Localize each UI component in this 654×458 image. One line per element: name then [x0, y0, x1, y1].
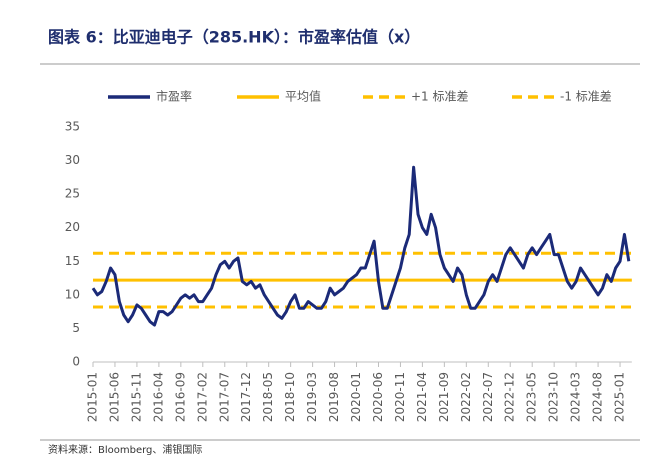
source: 资料来源：Bloomberg、浦银国际: [48, 443, 202, 456]
x-tick-label: 2015-11: [129, 372, 143, 422]
x-tick-label: 2021-04: [415, 372, 429, 422]
x-tick-label: 2022-02: [459, 372, 473, 422]
x-tick-label: 2020-06: [371, 372, 385, 422]
x-tick-label: 2016-09: [173, 372, 187, 422]
x-tick-label: 2017-02: [195, 372, 209, 422]
y-tick-label: 10: [65, 287, 80, 301]
legend-label: 平均值: [285, 89, 321, 104]
x-tick-label: 2015-06: [107, 372, 121, 422]
y-tick-label: 5: [72, 321, 80, 335]
x-tick-label: 2025-01: [613, 372, 627, 422]
x-tick-label: 2023-05: [525, 372, 539, 422]
x-tick-label: 2018-05: [261, 372, 275, 422]
x-tick-label: 2021-09: [437, 372, 451, 422]
x-tick-label: 2020-01: [349, 372, 363, 422]
x-tick-label: 2018-10: [283, 372, 297, 422]
x-tick-label: 2023-10: [547, 372, 561, 422]
y-tick-label: 25: [65, 187, 80, 201]
x-tick-label: 2024-03: [569, 372, 583, 422]
x-tick-label: 2020-11: [393, 372, 407, 422]
y-tick-label: 35: [65, 120, 80, 134]
x-tick-label: 2015-01: [86, 372, 100, 422]
y-tick-label: 15: [65, 254, 80, 268]
y-tick-label: 0: [72, 355, 80, 369]
x-tick-label: 2019-08: [327, 372, 341, 422]
y-tick-label: 30: [65, 153, 80, 167]
x-tick-label: 2024-08: [591, 372, 605, 422]
legend-label: -1 标准差: [560, 90, 612, 104]
chart-title: 图表 6：比亚迪电子（285.HK）：市盈率估值（x）: [48, 28, 420, 47]
x-tick-label: 2016-04: [151, 372, 165, 422]
x-tick-label: 2017-12: [239, 372, 253, 422]
x-tick-label: 2022-07: [481, 372, 495, 422]
pe-line: [91, 165, 631, 327]
legend-label: +1 标准差: [411, 90, 469, 104]
x-tick-label: 2019-03: [305, 372, 319, 422]
x-tick-label: 2022-12: [503, 372, 517, 422]
x-tick-label: 2017-07: [217, 372, 231, 422]
legend-label: 市盈率: [156, 89, 192, 104]
y-tick-label: 20: [65, 220, 80, 234]
